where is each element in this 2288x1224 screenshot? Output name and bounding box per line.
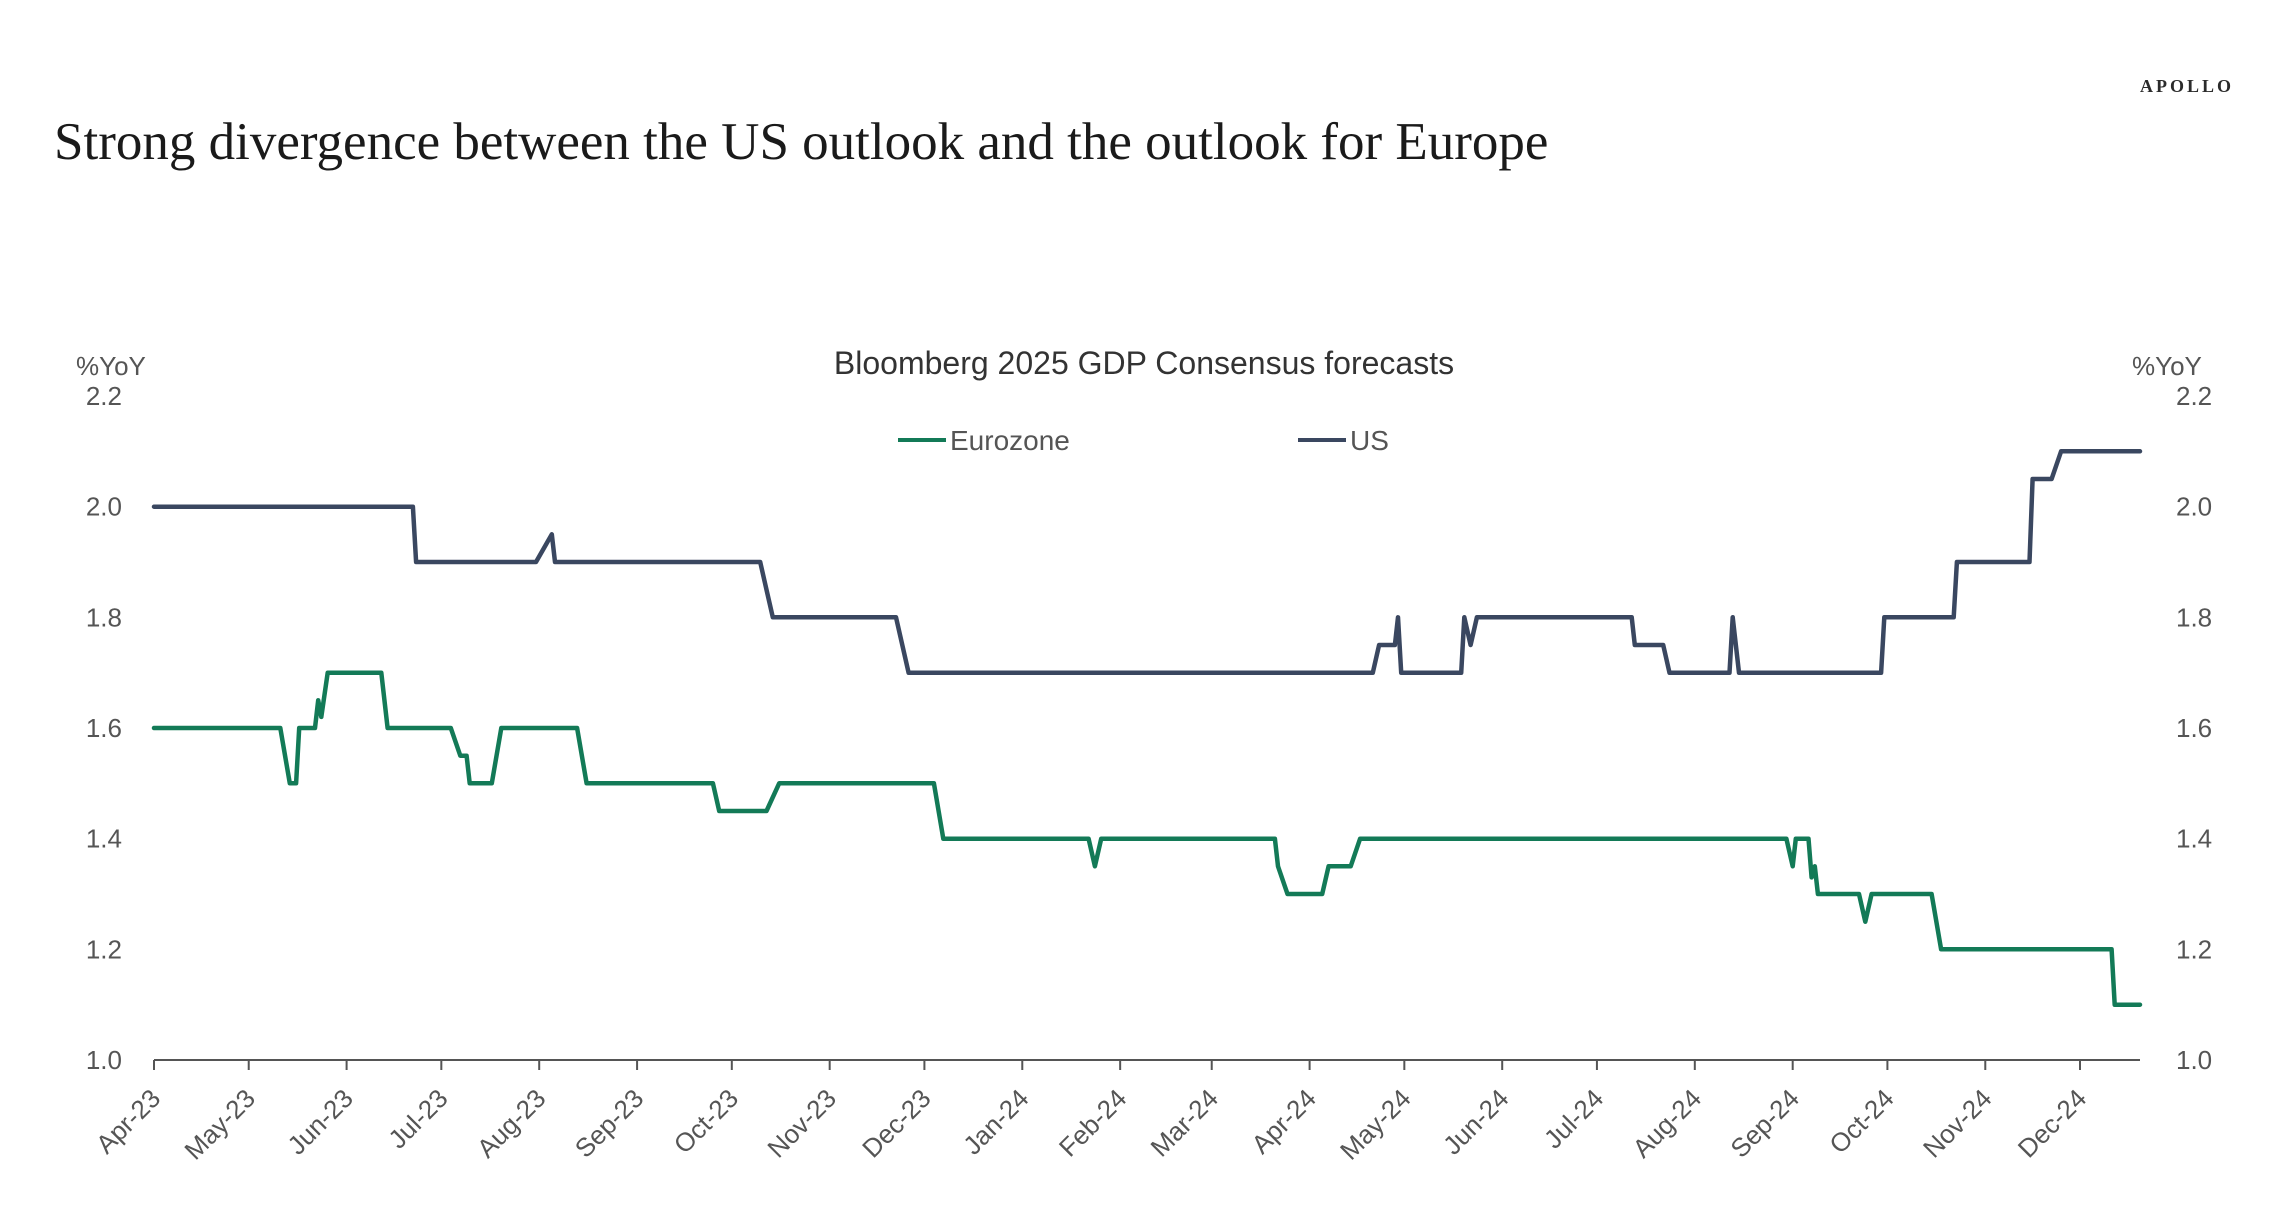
brand-logo: APOLLO [2139, 76, 2234, 96]
right-axis-unit-label: %YoY [2132, 351, 2202, 381]
x-tick-label: Nov-24 [1917, 1083, 1997, 1163]
x-tick-label: Jul-23 [382, 1083, 453, 1154]
y-tick-label-right: 1.2 [2176, 934, 2212, 964]
y-tick-label-left: 1.0 [86, 1045, 122, 1075]
x-tick-label: Dec-23 [856, 1083, 936, 1163]
y-tick-label-right: 1.4 [2176, 824, 2212, 854]
series-line-us [151, 449, 2143, 675]
legend-label-us: US [1350, 425, 1389, 456]
y-tick-label-right: 1.6 [2176, 713, 2212, 743]
y-tick-label-left: 1.6 [86, 713, 122, 743]
x-tick-label: Sep-23 [569, 1083, 649, 1163]
page-title: Strong divergence between the US outlook… [54, 113, 1549, 171]
x-tick-label: Jun-24 [1437, 1083, 1514, 1160]
x-tick-label: Jan-24 [957, 1083, 1034, 1160]
x-tick-label: Nov-23 [761, 1083, 841, 1163]
left-y-axis: 1.0 1.2 1.4 1.6 1.8 2.0 2.2 [86, 381, 122, 1075]
x-tick-label: Sep-24 [1724, 1083, 1804, 1163]
x-tick-label: Dec-24 [2012, 1083, 2092, 1163]
x-tick-label: Aug-23 [471, 1083, 551, 1163]
x-tick-label: Oct-24 [1823, 1083, 1899, 1159]
x-tick-label: Oct-23 [668, 1083, 744, 1159]
y-tick-label-right: 2.2 [2176, 381, 2212, 411]
x-tick-label: Aug-24 [1627, 1083, 1707, 1163]
series-lines [151, 449, 2143, 1007]
y-tick-label-right: 1.8 [2176, 602, 2212, 632]
series-line-eurozone [151, 670, 2143, 1007]
y-tick-label-left: 1.4 [86, 824, 122, 854]
right-y-axis: 1.0 1.2 1.4 1.6 1.8 2.0 2.2 [2176, 381, 2212, 1075]
y-tick-label-left: 2.2 [86, 381, 122, 411]
x-tick-label: Jul-24 [1538, 1083, 1609, 1154]
legend-label-eurozone: Eurozone [950, 425, 1070, 456]
x-axis-ticks: Apr-23 May-23 Jun-23 Jul-23 Aug-23 Sep-23 Oct-… [90, 1060, 2092, 1166]
chart-legend: Eurozone US [898, 425, 1389, 456]
x-tick-label: May-24 [1334, 1083, 1417, 1166]
y-tick-label-left: 2.0 [86, 492, 122, 522]
chart-title: Bloomberg 2025 GDP Consensus forecasts [834, 345, 1454, 381]
x-tick-label: Apr-24 [1245, 1083, 1321, 1159]
y-tick-label-left: 1.2 [86, 934, 122, 964]
x-tick-label: Mar-24 [1145, 1083, 1224, 1162]
left-axis-unit-label: %YoY [76, 351, 146, 381]
y-tick-label-right: 2.0 [2176, 492, 2212, 522]
x-tick-label: Feb-24 [1053, 1083, 1132, 1162]
x-tick-label: Apr-23 [90, 1083, 166, 1159]
x-tick-label: May-23 [178, 1083, 261, 1166]
y-tick-label-left: 1.8 [86, 602, 122, 632]
x-tick-label: Jun-23 [281, 1083, 358, 1160]
y-tick-label-right: 1.0 [2176, 1045, 2212, 1075]
